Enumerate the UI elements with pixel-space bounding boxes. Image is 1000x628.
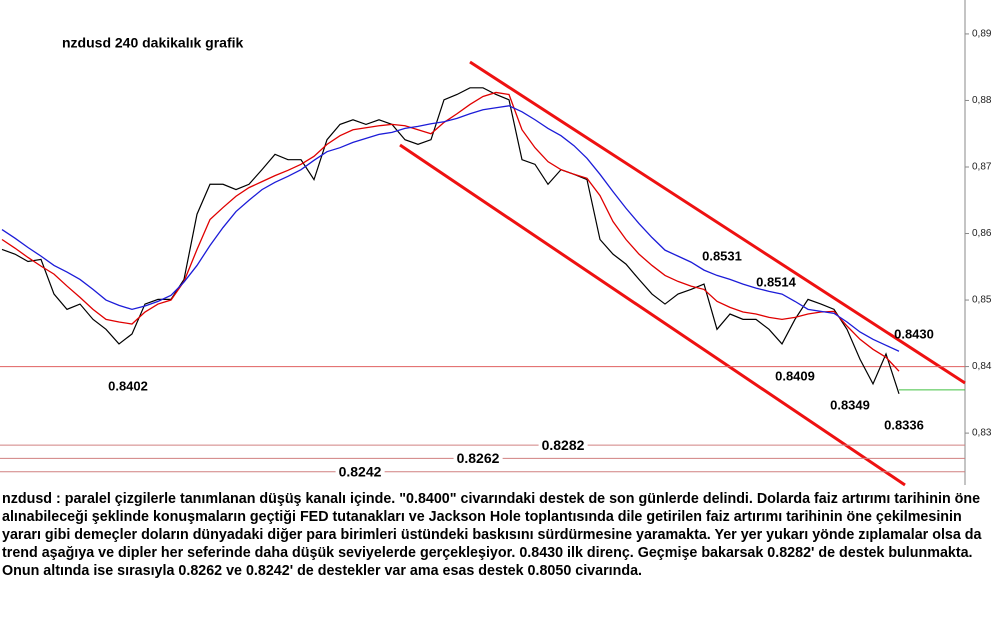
y-tick-label: 0,89 [972, 29, 992, 40]
channel-lower [399, 143, 906, 487]
y-tick-label: 0,84 [972, 361, 992, 372]
y-tick-label: 0,83 [972, 428, 992, 439]
chart-title: nzdusd 240 dakikalık grafik [62, 35, 244, 51]
reference-label: 0.8262 [457, 450, 500, 466]
price-label: 0.8514 [756, 274, 797, 289]
y-tick-label: 0,87 [972, 162, 992, 173]
y-tick-label: 0,88 [972, 95, 992, 106]
price-label: 0.8336 [884, 417, 924, 432]
channel-upper [469, 60, 966, 385]
price-label: 0.8349 [830, 397, 870, 412]
price-label: 0.8430 [894, 326, 934, 341]
reference-label: 0.8282 [542, 437, 585, 453]
series-line [1, 87, 900, 395]
reference-label-bg [335, 463, 385, 480]
series-line [1, 91, 900, 372]
reference-label-bg [453, 450, 503, 467]
price-label: 0.8531 [702, 248, 742, 263]
reference-label: 0.8242 [339, 463, 382, 479]
price-label: 0.8409 [775, 368, 815, 383]
commentary: nzdusd : paralel çizgilerle tanımlanan d… [2, 491, 982, 579]
price-label: 0.8402 [108, 378, 148, 393]
series-line [1, 105, 900, 352]
y-tick-label: 0,85 [972, 295, 992, 306]
y-tick-label: 0,86 [972, 228, 992, 239]
reference-label-bg [538, 436, 588, 453]
chart: nzdusd 240 dakikalık grafik 0,83 0,84 0,85… [0, 0, 992, 487]
